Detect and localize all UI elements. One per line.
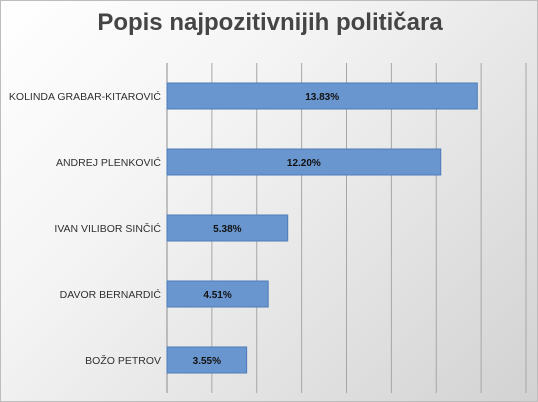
bar-1 [166, 148, 442, 176]
bar-3 [166, 280, 269, 308]
data-label-2: 5.38% [213, 224, 241, 235]
bar-0 [166, 82, 478, 110]
category-label-2: IVAN VILIBOR SINČIĆ [54, 222, 161, 235]
data-label-0: 13.83% [305, 92, 339, 103]
data-label-1: 12.20% [287, 158, 321, 169]
bar-2 [166, 214, 289, 242]
data-label-3: 4.51% [203, 290, 231, 301]
category-label-3: DAVOR BERNARDIĆ [60, 288, 162, 301]
category-label-4: BOŽO PETROV [85, 354, 161, 367]
category-label-1: ANDREJ PLENKOVIĆ [56, 156, 161, 169]
data-label-4: 3.55% [193, 356, 221, 367]
category-label-0: KOLINDA GRABAR-KITAROVIĆ [9, 90, 162, 103]
chart-title: Popis najpozitivnijih političara [97, 9, 443, 36]
bar-4 [166, 346, 248, 374]
